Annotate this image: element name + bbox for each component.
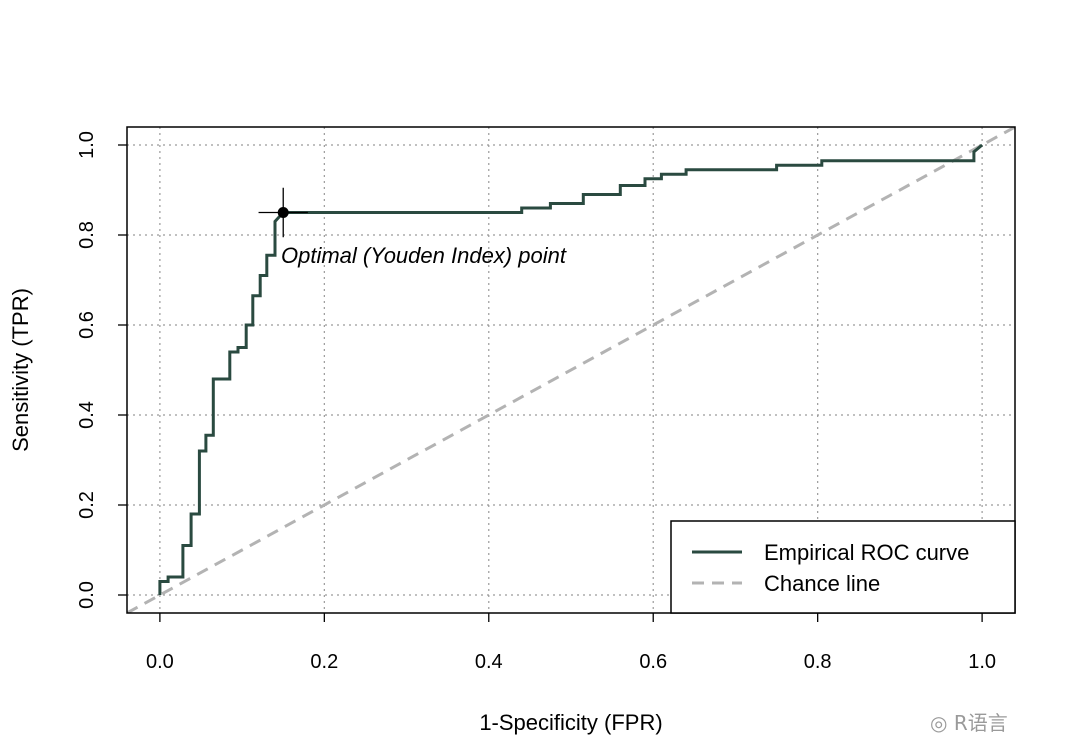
x-axis: 0.0 0.2 0.4 0.6 0.8 1.0 — [146, 613, 996, 673]
y-tick-label: 1.0 — [76, 131, 98, 159]
y-tick-label: 0.4 — [76, 401, 98, 429]
wechat-icon: ◎ — [930, 711, 947, 735]
y-axis-label: Sensitivity (TPR) — [8, 288, 33, 452]
optimal-point-annotation: Optimal (Youden Index) point — [281, 243, 567, 268]
y-axis: 0.0 0.2 0.4 0.6 0.8 1.0 — [76, 131, 127, 609]
legend-label-roc: Empirical ROC curve — [764, 540, 969, 565]
x-tick-label: 0.2 — [310, 651, 338, 673]
y-tick-label: 0.8 — [76, 221, 98, 249]
x-tick-label: 1.0 — [968, 651, 996, 673]
x-tick-label: 0.4 — [475, 651, 503, 673]
legend-label-chance: Chance line — [764, 571, 880, 596]
roc-curve — [158, 143, 984, 595]
x-tick-label: 0.0 — [146, 651, 174, 673]
y-tick-label: 0.2 — [76, 491, 98, 519]
plot-border — [126, 126, 1016, 614]
watermark-text: R语言 — [954, 711, 1008, 735]
chance-line — [127, 127, 1015, 613]
x-tick-label: 0.6 — [639, 651, 667, 673]
y-tick-label: 0.6 — [76, 311, 98, 339]
x-tick-label: 0.8 — [804, 651, 832, 673]
legend: Empirical ROC curve Chance line — [670, 520, 1016, 614]
watermark: ◎ R语言 — [930, 711, 1008, 735]
series-layer — [127, 127, 1015, 613]
optimal-point — [277, 207, 289, 218]
x-axis-label: 1-Specificity (FPR) — [479, 710, 662, 735]
y-tick-label: 0.0 — [76, 581, 98, 609]
legend-box — [670, 520, 1016, 614]
